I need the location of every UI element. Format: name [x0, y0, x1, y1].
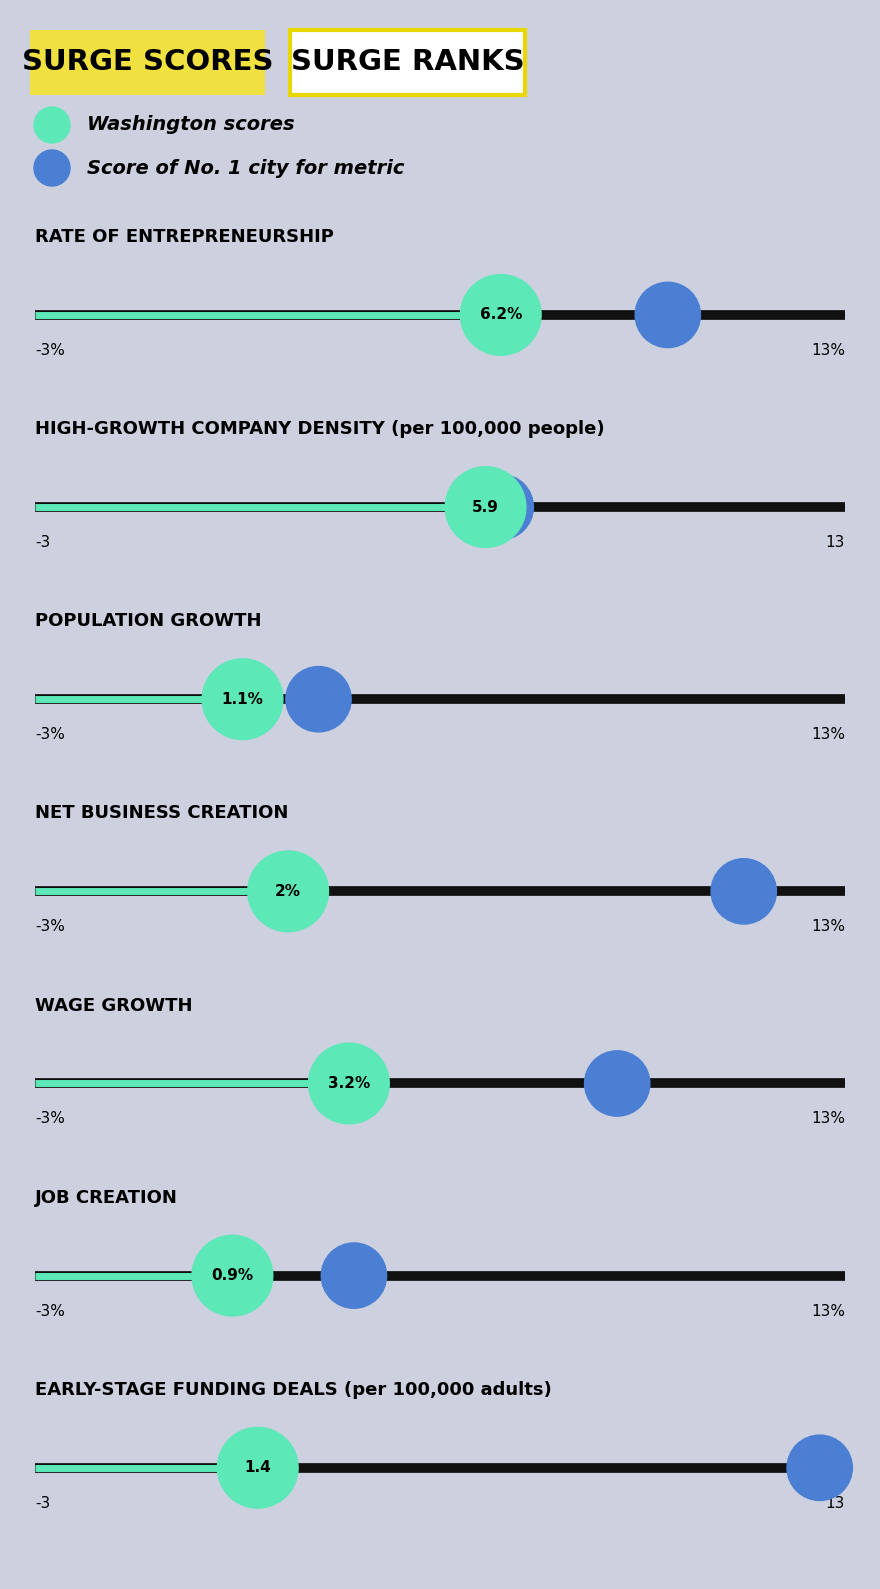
Text: -3: -3 [35, 1495, 50, 1511]
Ellipse shape [445, 467, 526, 547]
Text: 13%: 13% [811, 343, 845, 358]
Text: NET BUSINESS CREATION: NET BUSINESS CREATION [35, 804, 289, 823]
Ellipse shape [248, 852, 328, 931]
Text: WAGE GROWTH: WAGE GROWTH [35, 996, 193, 1014]
Ellipse shape [217, 1427, 298, 1508]
Text: 13%: 13% [811, 728, 845, 742]
Ellipse shape [787, 1435, 853, 1500]
Text: RATE OF ENTREPRENEURSHIP: RATE OF ENTREPRENEURSHIP [35, 227, 334, 246]
Text: 13: 13 [825, 535, 845, 550]
Ellipse shape [309, 1042, 389, 1123]
Text: -3%: -3% [35, 728, 65, 742]
Text: -3: -3 [35, 535, 50, 550]
Ellipse shape [468, 475, 533, 540]
Text: 0.9%: 0.9% [211, 1268, 253, 1284]
Ellipse shape [202, 659, 282, 739]
Text: 3.2%: 3.2% [327, 1076, 370, 1092]
Text: SURGE SCORES: SURGE SCORES [22, 49, 274, 76]
Text: 2%: 2% [275, 883, 301, 899]
Text: Score of No. 1 city for metric: Score of No. 1 city for metric [87, 159, 405, 178]
Text: SURGE RANKS: SURGE RANKS [290, 49, 524, 76]
FancyBboxPatch shape [290, 30, 525, 95]
Text: 13%: 13% [811, 920, 845, 934]
Text: 1.4: 1.4 [245, 1460, 271, 1475]
Text: -3%: -3% [35, 1303, 65, 1319]
Text: 6.2%: 6.2% [480, 307, 522, 323]
Text: Washington scores: Washington scores [87, 116, 295, 135]
Ellipse shape [34, 149, 70, 186]
Ellipse shape [286, 666, 351, 733]
Text: EARLY-STAGE FUNDING DEALS (per 100,000 adults): EARLY-STAGE FUNDING DEALS (per 100,000 a… [35, 1381, 552, 1398]
Text: 5.9: 5.9 [473, 499, 499, 515]
FancyBboxPatch shape [30, 30, 265, 95]
Text: JOB CREATION: JOB CREATION [35, 1189, 178, 1206]
Ellipse shape [321, 1243, 386, 1308]
Text: POPULATION GROWTH: POPULATION GROWTH [35, 612, 261, 631]
Text: HIGH-GROWTH COMPANY DENSITY (per 100,000 people): HIGH-GROWTH COMPANY DENSITY (per 100,000… [35, 419, 605, 439]
Text: -3%: -3% [35, 343, 65, 358]
Ellipse shape [34, 106, 70, 143]
Ellipse shape [192, 1235, 273, 1316]
Text: -3%: -3% [35, 920, 65, 934]
Text: 1.1%: 1.1% [222, 691, 263, 707]
Ellipse shape [584, 1050, 649, 1115]
Ellipse shape [711, 858, 776, 925]
Text: -3%: -3% [35, 1111, 65, 1127]
Text: 13%: 13% [811, 1111, 845, 1127]
Ellipse shape [460, 275, 541, 356]
Text: 13: 13 [825, 1495, 845, 1511]
Ellipse shape [635, 283, 700, 348]
Text: 13%: 13% [811, 1303, 845, 1319]
